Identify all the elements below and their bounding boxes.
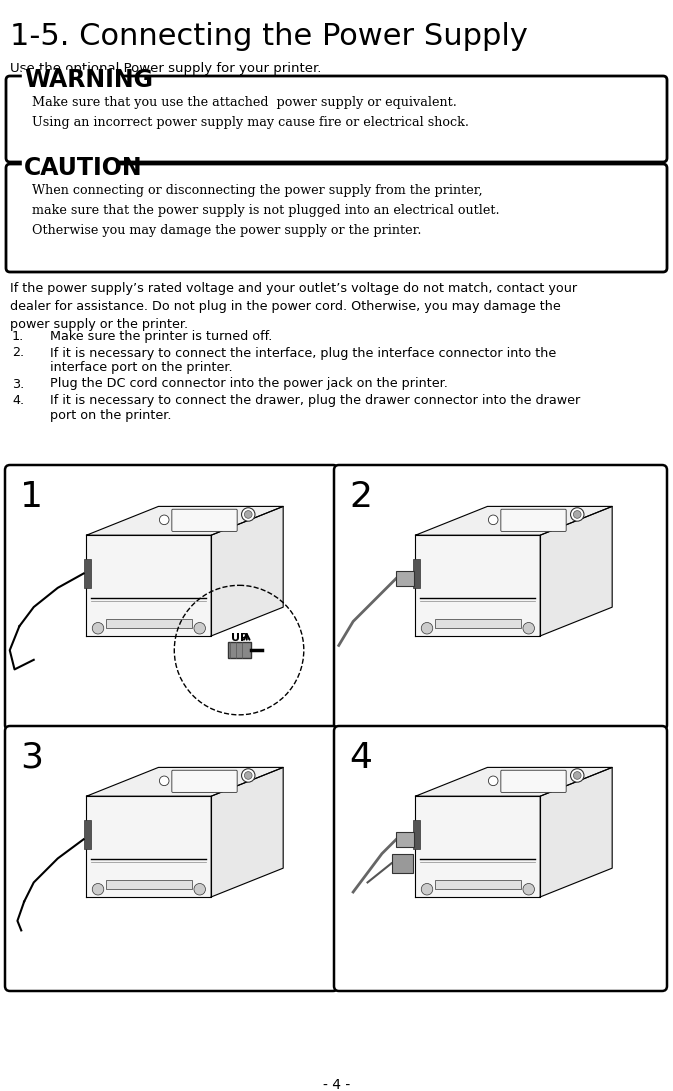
Polygon shape (540, 506, 612, 636)
Bar (413, 820, 421, 849)
Bar (435, 619, 521, 628)
FancyBboxPatch shape (6, 76, 667, 161)
Circle shape (160, 776, 169, 786)
Polygon shape (415, 767, 612, 796)
Bar (396, 831, 414, 847)
Polygon shape (415, 536, 540, 636)
Bar (392, 853, 413, 873)
Circle shape (194, 623, 205, 634)
Text: 2: 2 (349, 480, 372, 514)
Text: If the power supply’s rated voltage and your outlet’s voltage do not match, cont: If the power supply’s rated voltage and … (10, 281, 577, 331)
FancyBboxPatch shape (5, 726, 338, 991)
Bar (83, 560, 92, 588)
Circle shape (421, 884, 433, 895)
FancyBboxPatch shape (501, 770, 566, 792)
Bar (413, 560, 421, 588)
Circle shape (523, 623, 534, 634)
Circle shape (244, 771, 252, 779)
Bar (396, 571, 414, 586)
Polygon shape (211, 506, 283, 636)
Circle shape (244, 511, 252, 518)
Circle shape (194, 884, 205, 895)
Polygon shape (415, 506, 612, 536)
Circle shape (573, 511, 581, 518)
Circle shape (242, 769, 255, 782)
Text: - 4 -: - 4 - (323, 1078, 350, 1091)
Text: 1-5. Connecting the Power Supply: 1-5. Connecting the Power Supply (10, 22, 528, 51)
Text: 4: 4 (349, 741, 372, 775)
Text: 3.: 3. (12, 377, 24, 391)
Circle shape (573, 771, 581, 779)
Text: port on the printer.: port on the printer. (50, 408, 172, 421)
Text: If it is necessary to connect the interface, plug the interface connector into t: If it is necessary to connect the interf… (50, 347, 557, 360)
Circle shape (421, 623, 433, 634)
Bar (106, 879, 192, 889)
Bar (106, 619, 192, 628)
Circle shape (571, 769, 584, 782)
Text: When connecting or disconnecting the power supply from the printer,
  make sure : When connecting or disconnecting the pow… (24, 184, 499, 237)
Text: If it is necessary to connect the drawer, plug the drawer connector into the dra: If it is necessary to connect the drawer… (50, 394, 580, 407)
FancyBboxPatch shape (501, 509, 566, 531)
Text: CAUTION: CAUTION (24, 156, 143, 180)
Polygon shape (87, 506, 283, 536)
Bar (22, 158, 117, 178)
FancyBboxPatch shape (5, 465, 338, 730)
Circle shape (160, 515, 169, 525)
Polygon shape (211, 767, 283, 897)
Text: Make sure the printer is turned off.: Make sure the printer is turned off. (50, 329, 273, 343)
Text: Use the optional Power supply for your printer.: Use the optional Power supply for your p… (10, 62, 322, 75)
FancyBboxPatch shape (172, 509, 237, 531)
Text: 4.: 4. (12, 394, 24, 407)
Circle shape (92, 884, 104, 895)
Bar (227, 643, 250, 658)
Polygon shape (87, 767, 283, 796)
Circle shape (92, 623, 104, 634)
Polygon shape (87, 536, 211, 636)
FancyBboxPatch shape (172, 770, 237, 792)
Text: 1: 1 (20, 480, 43, 514)
Polygon shape (540, 767, 612, 897)
FancyBboxPatch shape (334, 726, 667, 991)
Circle shape (489, 776, 498, 786)
Text: 1.: 1. (12, 329, 24, 343)
Circle shape (571, 507, 584, 521)
Polygon shape (415, 796, 540, 897)
Text: Plug the DC cord connector into the power jack on the printer.: Plug the DC cord connector into the powe… (50, 377, 448, 391)
Text: WARNING: WARNING (24, 68, 153, 92)
Bar (22, 70, 122, 89)
Circle shape (523, 884, 534, 895)
Circle shape (489, 515, 498, 525)
Text: Make sure that you use the attached  power supply or equivalent.
  Using an inco: Make sure that you use the attached powe… (24, 96, 469, 129)
Text: 3: 3 (20, 741, 43, 775)
Bar (83, 820, 92, 849)
Text: interface port on the printer.: interface port on the printer. (50, 361, 233, 374)
Circle shape (242, 507, 255, 521)
Polygon shape (87, 796, 211, 897)
Bar (435, 879, 521, 889)
FancyBboxPatch shape (6, 164, 667, 272)
Text: UP: UP (232, 633, 248, 643)
FancyBboxPatch shape (334, 465, 667, 730)
Text: 2.: 2. (12, 347, 24, 360)
